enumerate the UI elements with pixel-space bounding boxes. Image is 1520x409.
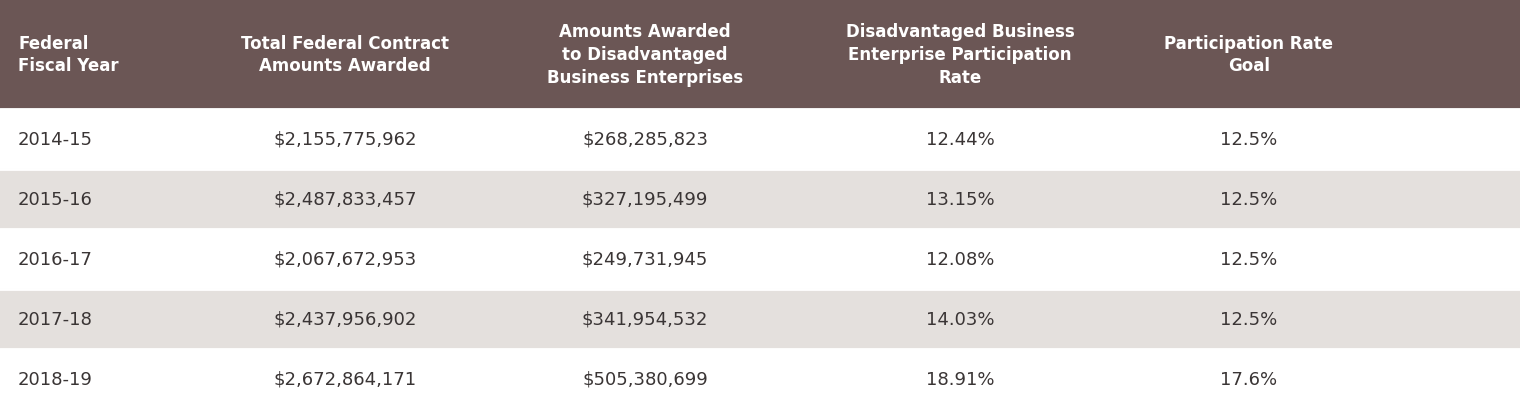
Text: Total Federal Contract
Amounts Awarded: Total Federal Contract Amounts Awarded [242,34,448,75]
Text: $505,380,699: $505,380,699 [582,370,708,388]
Bar [0,349,1520,409]
Text: Federal
Fiscal Year: Federal Fiscal Year [18,34,119,75]
Text: 2018-19: 2018-19 [18,370,93,388]
Text: Amounts Awarded
to Disadvantaged
Business Enterprises: Amounts Awarded to Disadvantaged Busines… [547,23,743,87]
Bar [0,170,1520,229]
Text: $249,731,945: $249,731,945 [582,250,708,268]
Bar [0,110,1520,170]
Bar [0,289,1520,349]
Text: $2,437,956,902: $2,437,956,902 [274,310,416,328]
Text: $2,067,672,953: $2,067,672,953 [274,250,416,268]
Text: 14.03%: 14.03% [926,310,994,328]
Text: 12.5%: 12.5% [1221,310,1278,328]
Bar [0,229,1520,289]
Text: 12.5%: 12.5% [1221,250,1278,268]
Text: $2,487,833,457: $2,487,833,457 [274,191,416,209]
Text: 2014-15: 2014-15 [18,131,93,148]
Text: $2,155,775,962: $2,155,775,962 [274,131,416,148]
Text: 2016-17: 2016-17 [18,250,93,268]
Text: 12.5%: 12.5% [1221,191,1278,209]
Text: 12.08%: 12.08% [926,250,994,268]
Text: 2015-16: 2015-16 [18,191,93,209]
Text: 12.44%: 12.44% [926,131,994,148]
Text: $327,195,499: $327,195,499 [582,191,708,209]
Text: Disadvantaged Business
Enterprise Participation
Rate: Disadvantaged Business Enterprise Partic… [845,23,1075,87]
Text: $2,672,864,171: $2,672,864,171 [274,370,416,388]
Text: Participation Rate
Goal: Participation Rate Goal [1164,34,1333,75]
Text: $341,954,532: $341,954,532 [582,310,708,328]
Text: $268,285,823: $268,285,823 [582,131,708,148]
Text: 12.5%: 12.5% [1221,131,1278,148]
Text: 2017-18: 2017-18 [18,310,93,328]
Text: 13.15%: 13.15% [926,191,994,209]
Bar [0,0,1520,110]
Text: 18.91%: 18.91% [926,370,994,388]
Text: 17.6%: 17.6% [1221,370,1278,388]
